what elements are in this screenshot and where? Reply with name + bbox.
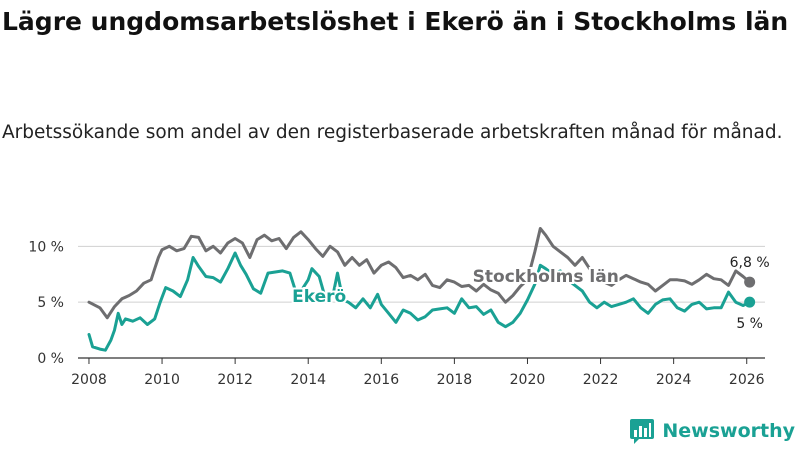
series-line-stockholm	[87, 227, 752, 320]
x-tick-label: 2008	[71, 372, 107, 388]
end-label-ekero: 5 %	[736, 316, 763, 332]
series-line-ekero	[87, 251, 752, 352]
series-label-stockholm: Stockholms län	[473, 267, 619, 287]
newsworthy-logo: Newsworthy	[629, 418, 795, 444]
x-tick-label: 2018	[437, 372, 473, 388]
line-chart: 0 % 5 % 10 % 2008 2010 2012 2014 2016 2018 2020 20…	[28, 227, 770, 388]
x-tick-label: 2026	[729, 372, 765, 388]
x-tick-label: 2010	[144, 372, 180, 388]
end-point-stockholm	[744, 276, 756, 288]
x-tick-label: 2020	[510, 372, 546, 388]
chart-subtitle: Arbetssökande som andel av den registerb…	[2, 122, 783, 143]
y-tick-label: 10 %	[28, 239, 64, 255]
x-tick-label: 2024	[656, 372, 692, 388]
y-tick-label: 5 %	[37, 295, 64, 311]
x-tick-label: 2014	[290, 372, 326, 388]
chart-title: Lägre ungdomsarbetslöshet i Ekerö än i S…	[2, 7, 789, 36]
x-tick-label: 2022	[583, 372, 619, 388]
newsworthy-logo-icon	[630, 419, 655, 444]
x-tick-label: 2012	[217, 372, 253, 388]
x-tick-label: 2016	[363, 372, 399, 388]
series-label-ekero: Ekerö	[292, 287, 346, 307]
brand-name: Newsworthy	[662, 420, 795, 442]
end-point-ekero	[744, 296, 756, 308]
y-tick-label: 0 %	[37, 351, 64, 367]
end-label-stockholm: 6,8 %	[730, 255, 770, 271]
